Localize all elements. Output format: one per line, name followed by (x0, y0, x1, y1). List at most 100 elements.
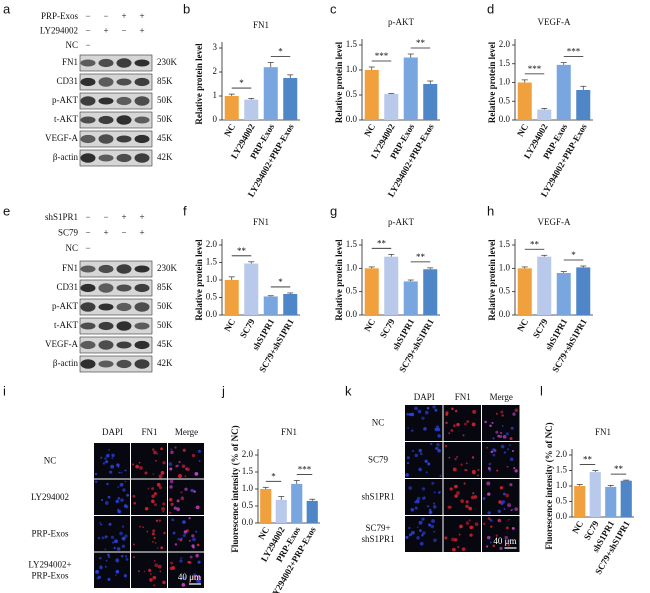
cell-signal (182, 448, 186, 452)
cell-signal (444, 536, 448, 540)
cell-signal (190, 488, 194, 493)
cell-signal (153, 503, 157, 507)
cell-signal (158, 474, 163, 479)
x-tick-label: NC (362, 317, 377, 333)
panel-label: c (330, 1, 337, 16)
scale-bar-label: 40 μm (178, 572, 201, 582)
cell-signal (437, 434, 441, 438)
condition-sign: − (85, 228, 90, 238)
cell-signal (492, 448, 496, 452)
cell-signal (509, 457, 514, 462)
cell-signal (97, 536, 101, 540)
condition-sign: + (121, 11, 126, 21)
bar (537, 256, 552, 315)
blot-band (80, 265, 96, 273)
image-column-label: Merge (490, 392, 513, 402)
blot-band (98, 321, 114, 331)
cell-signal (132, 543, 135, 546)
cell-signal (438, 491, 441, 494)
cell-signal (421, 416, 425, 420)
cell-signal (170, 448, 173, 451)
y-axis-label: Fluorescence intensity (% of NC) (230, 425, 240, 552)
cell-signal (418, 520, 423, 525)
cell-signal (194, 506, 197, 509)
cell-signal (115, 499, 119, 504)
cell-signal (449, 505, 452, 509)
y-axis-label: Relative protein level (487, 41, 497, 123)
cell-signal (188, 581, 191, 583)
significance-label: *** (298, 465, 312, 475)
band-size: 230K (157, 57, 178, 67)
blot-strip (79, 260, 153, 278)
cell-signal (503, 508, 506, 510)
cell-signal (501, 414, 504, 417)
significance-label: ** (377, 238, 387, 248)
cell-signal (505, 432, 509, 436)
cell-signal (421, 533, 424, 536)
chart-title: p-AKT (388, 17, 414, 27)
chart-title: FN1 (595, 427, 611, 437)
cell-signal (169, 511, 172, 514)
condition-sign: + (139, 11, 144, 21)
bar (403, 57, 418, 120)
cell-signal (195, 553, 199, 558)
cell-signal (507, 544, 510, 547)
cell-signal (144, 471, 148, 475)
condition-sign: − (85, 243, 90, 253)
condition-sign: + (139, 228, 144, 238)
cell-signal (120, 498, 124, 502)
cell-signal (196, 543, 200, 547)
cell-signal (161, 506, 166, 511)
bar (364, 268, 379, 315)
cell-signal (107, 553, 110, 557)
cell-signal (477, 468, 480, 471)
condition-sign: − (121, 26, 126, 36)
scale-bar-label: 40 μm (493, 536, 516, 546)
cell-signal (133, 556, 135, 558)
cell-signal (437, 448, 441, 453)
cell-signal (486, 535, 491, 540)
cell-signal (418, 448, 422, 453)
cell-signal (117, 486, 120, 488)
cell-signal (486, 481, 491, 486)
image-row-label: shS1PR1 (361, 492, 394, 502)
blot-band (98, 360, 114, 368)
y-tick-label: 2.0 (206, 239, 218, 249)
blot-band (80, 359, 96, 369)
cell-signal (508, 518, 510, 521)
cell-signal (445, 421, 448, 425)
cell-signal (461, 547, 466, 552)
y-tick-label: 0.0 (206, 309, 218, 319)
cell-signal (168, 462, 173, 466)
cell-signal (180, 537, 183, 540)
cell-signal (451, 547, 456, 552)
panel-label: d (487, 1, 494, 16)
y-tick-label: 0.0 (242, 517, 254, 527)
bar (589, 472, 601, 517)
cell-signal (514, 408, 519, 412)
condition-sign: + (103, 228, 108, 238)
cell-signal (111, 453, 115, 458)
y-tick-label: 1.5 (556, 465, 568, 475)
cell-signal (419, 529, 422, 532)
cell-signal (115, 569, 120, 574)
y-axis-label: Relative protein level (487, 239, 497, 321)
cell-signal (508, 444, 511, 447)
image-column-label: DAPI (102, 427, 123, 437)
band-label: CD31 (56, 76, 78, 86)
y-tick-label: 1.5 (346, 239, 358, 249)
cell-signal (155, 459, 157, 462)
cell-signal (101, 536, 105, 540)
y-tick-label: 1 (213, 90, 218, 100)
bar (605, 486, 617, 517)
y-tick-label: 3 (213, 42, 218, 52)
cell-signal (422, 531, 426, 535)
x-tick-label: NC (515, 122, 530, 138)
cell-signal (468, 519, 471, 522)
bar (537, 109, 552, 120)
significance-label: ** (530, 239, 540, 249)
cell-signal (499, 520, 502, 523)
bar (620, 480, 632, 517)
condition-sign: − (103, 212, 108, 222)
cell-signal (410, 507, 415, 512)
